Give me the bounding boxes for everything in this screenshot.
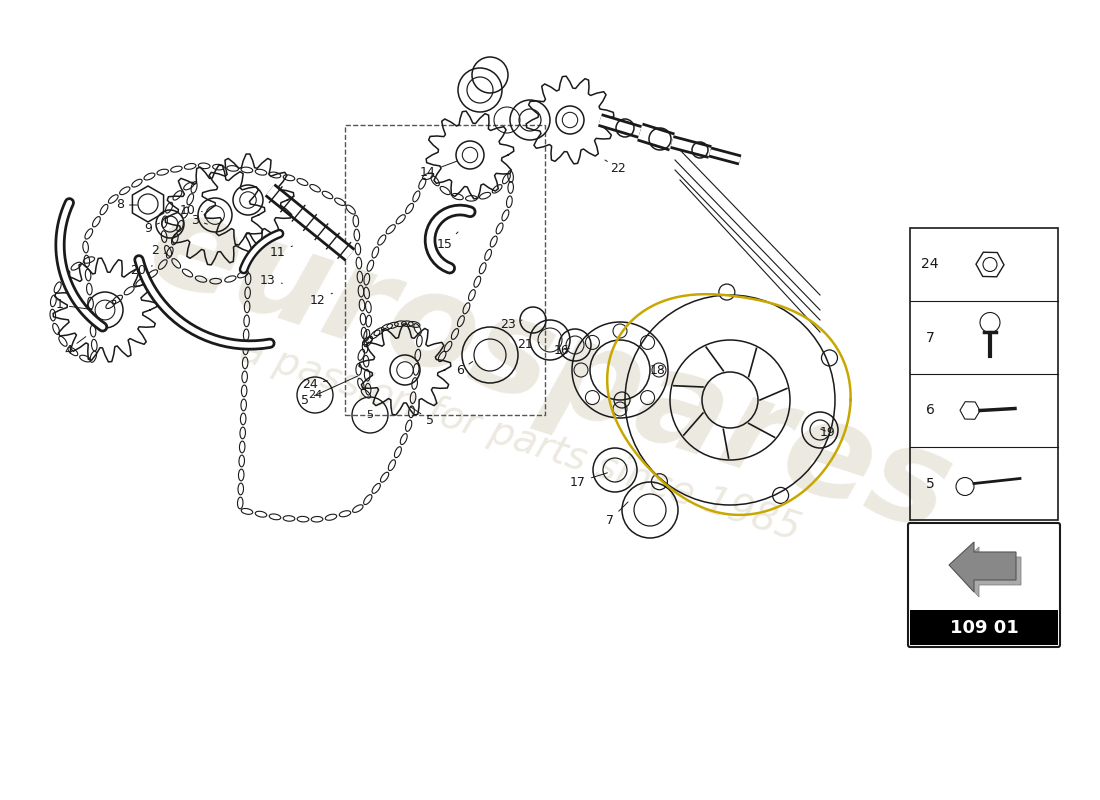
Text: 1: 1 — [56, 298, 92, 311]
Text: 15: 15 — [437, 232, 458, 251]
Text: 11: 11 — [271, 246, 293, 258]
Polygon shape — [954, 547, 1021, 597]
Text: 23: 23 — [500, 318, 522, 331]
Text: 19: 19 — [821, 426, 836, 438]
Text: 6: 6 — [925, 403, 934, 418]
FancyBboxPatch shape — [908, 523, 1060, 647]
Text: 4: 4 — [64, 337, 86, 357]
Text: 13: 13 — [260, 274, 283, 286]
Text: 3: 3 — [191, 214, 208, 226]
Text: 9: 9 — [144, 222, 159, 234]
Text: 12: 12 — [310, 293, 332, 306]
Bar — [910, 228, 1058, 520]
Text: 6: 6 — [456, 362, 473, 377]
Text: 7: 7 — [606, 502, 628, 526]
Text: 14: 14 — [420, 161, 458, 178]
Text: 16: 16 — [554, 343, 570, 357]
Text: 24: 24 — [308, 390, 322, 400]
Text: eurospares: eurospares — [133, 181, 967, 559]
Text: 10: 10 — [180, 203, 202, 217]
Text: 24: 24 — [302, 378, 328, 391]
Text: 5: 5 — [925, 477, 934, 490]
Text: 20: 20 — [130, 263, 152, 277]
Text: 109 01: 109 01 — [949, 619, 1019, 637]
Text: 22: 22 — [605, 160, 626, 174]
Text: 17: 17 — [570, 473, 607, 489]
Text: 18: 18 — [650, 363, 666, 377]
Text: 5: 5 — [301, 376, 358, 406]
Text: 2: 2 — [151, 243, 167, 257]
Text: 8: 8 — [116, 198, 138, 211]
Text: 5: 5 — [410, 406, 435, 426]
Bar — [910, 610, 1058, 645]
Text: 5: 5 — [366, 410, 374, 420]
Text: a passion for parts since 1985: a passion for parts since 1985 — [235, 331, 805, 549]
Text: 21: 21 — [517, 338, 539, 351]
Text: 7: 7 — [925, 330, 934, 345]
Polygon shape — [949, 542, 1016, 592]
Text: 24: 24 — [922, 258, 938, 271]
